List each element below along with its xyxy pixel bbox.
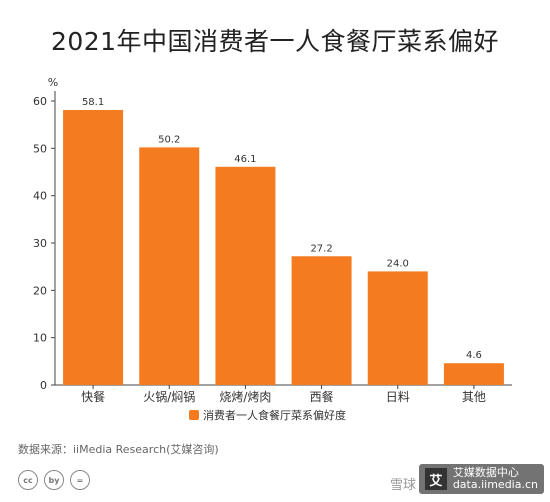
data-label: 58.1: [82, 97, 104, 108]
data-label: 27.2: [310, 243, 332, 254]
bar: [443, 363, 504, 385]
bar: [63, 109, 124, 385]
watermark-title: 艾媒数据中心: [452, 466, 519, 479]
legend-swatch: [189, 410, 199, 420]
y-tick-label: 60: [33, 95, 47, 108]
x-tick-label: 烧烤/烤肉: [219, 389, 271, 404]
bar-chart: 0 10 20 30 40 50 60% 58.1 快餐 50.2 火锅/焖锅 46.1 烧烤/烤肉 27…: [33, 76, 512, 422]
attribution-icon: by: [44, 470, 64, 490]
y-axis-label: %: [48, 76, 58, 89]
xueqiu-watermark: 雪球: [390, 478, 417, 493]
data-label: 50.2: [158, 134, 180, 145]
no-derivatives-icon: =: [70, 470, 90, 490]
data-label: 46.1: [234, 154, 256, 165]
data-label: 24.0: [387, 258, 409, 269]
chart-title: 2021年中国消费者一人食餐厅菜系偏好: [50, 27, 500, 56]
legend-label: 消费者一人食餐厅菜系偏好度: [203, 408, 346, 422]
x-tick-label: 其他: [462, 390, 486, 404]
x-tick-label: 快餐: [81, 389, 105, 404]
watermark-site: data.iimedia.cn: [452, 478, 538, 491]
creative-commons-icon: cc: [18, 470, 38, 490]
bar: [215, 166, 276, 385]
y-tick-label: 10: [33, 332, 47, 345]
y-tick-label: 0: [40, 379, 47, 392]
data-label: 4.6: [466, 350, 482, 361]
x-tick-label: 西餐: [310, 389, 334, 404]
y-tick-label: 40: [33, 190, 47, 203]
bar: [291, 256, 352, 385]
license-icons: cc by =: [18, 470, 90, 490]
source-note: 数据来源：iiMedia Research(艾媒咨询): [18, 443, 219, 456]
y-tick-label: 50: [33, 142, 47, 155]
bar: [139, 147, 200, 385]
iimedia-watermark: 艾 艾媒数据中心 data.iimedia.cn: [418, 464, 544, 494]
bar: [367, 271, 428, 385]
y-tick-label: 30: [33, 237, 47, 250]
iimedia-logo-icon: 艾: [424, 468, 447, 490]
y-tick-label: 20: [33, 284, 47, 297]
x-tick-label: 火锅/焖锅: [143, 389, 195, 404]
x-tick-label: 日料: [386, 390, 410, 404]
